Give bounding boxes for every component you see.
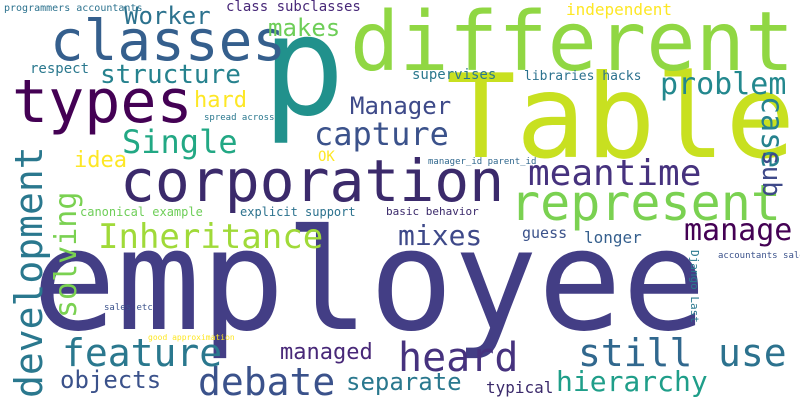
- word-development: development: [10, 146, 48, 398]
- word-spread-across: spread across: [204, 114, 274, 123]
- word-manager: Manager: [350, 94, 451, 118]
- word-idea: idea: [74, 150, 127, 172]
- word-independent: independent: [566, 2, 672, 18]
- word-structure: structure: [100, 62, 241, 88]
- word-manager-id-parent-id: manager_id parent_id: [428, 158, 536, 167]
- word-managed: managed: [280, 342, 373, 364]
- word-mixes: mixes: [398, 222, 482, 250]
- word-meantime: meantime: [528, 156, 701, 192]
- word-programmers-accountants: programmers accountants: [4, 4, 142, 14]
- word-libraries-hacks: libraries hacks: [524, 70, 641, 83]
- word-typical: typical: [486, 380, 553, 396]
- word-explicit-support: explicit support: [240, 206, 356, 218]
- word-hierarchy: hierarchy: [556, 368, 708, 396]
- word-manage: manage: [684, 216, 792, 246]
- word-ok: OK: [318, 150, 335, 164]
- word-makes: makes: [268, 16, 340, 40]
- word-sales-etc: sales etc: [104, 304, 153, 313]
- word-longer: longer: [584, 230, 642, 246]
- word-hard: hard: [194, 90, 247, 112]
- word-good-approximation: good approximation: [148, 334, 235, 342]
- word-inheritance: Inheritance: [98, 220, 323, 254]
- word-class-subclasses: class subclasses: [226, 0, 361, 14]
- word-basic-behavior: basic behavior: [386, 206, 479, 217]
- word-sub: sub: [758, 150, 784, 197]
- word-accountants-sales: accountants sales: [718, 252, 800, 261]
- word-capture: capture: [314, 118, 449, 150]
- word-guess: guess: [522, 226, 567, 241]
- word-separate: separate: [346, 370, 462, 394]
- word-supervises: supervises: [412, 68, 496, 82]
- word-use: use: [718, 334, 787, 372]
- word-django-last: Django Last: [689, 250, 700, 323]
- word-respect: respect: [30, 62, 89, 76]
- word-solving: solving: [52, 192, 82, 318]
- word-canonical-example: canonical example: [80, 206, 203, 218]
- word-objects: objects: [60, 368, 161, 392]
- word-single: Single: [122, 126, 238, 158]
